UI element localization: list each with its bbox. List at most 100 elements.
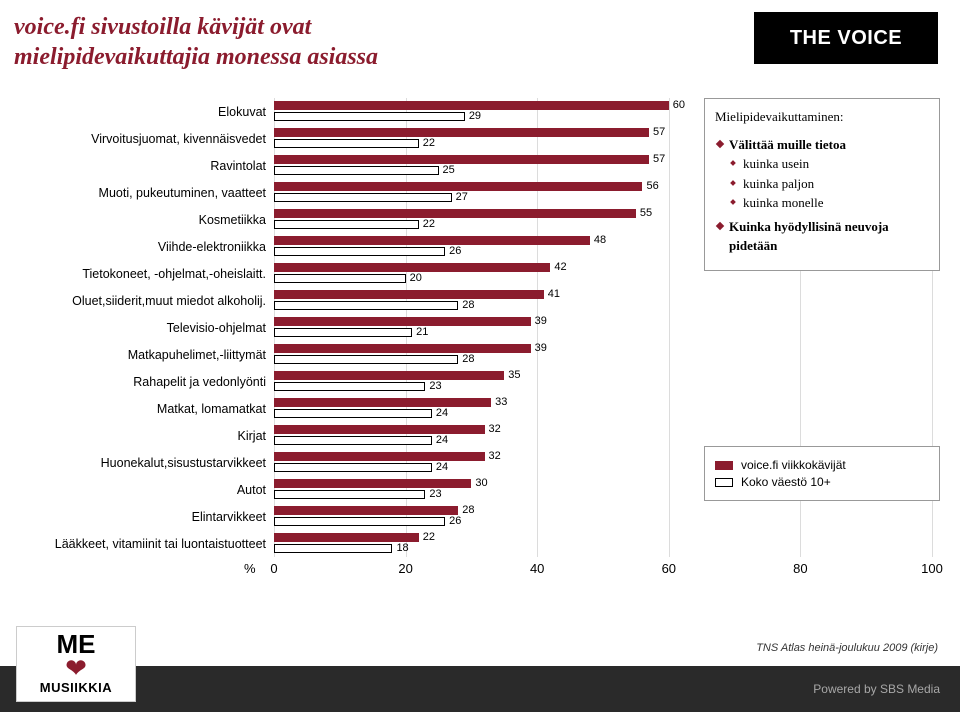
value-label: 26: [449, 515, 461, 527]
value-label: 28: [462, 504, 474, 516]
bar-series1: [274, 425, 485, 434]
value-label: 24: [436, 434, 448, 446]
bar-series2: [274, 382, 425, 391]
value-label: 28: [462, 353, 474, 365]
bar-series1: [274, 263, 550, 272]
x-tick-label: 80: [793, 561, 807, 576]
bar-series1: [274, 506, 458, 515]
bar-series2: [274, 139, 419, 148]
bar-series1: [274, 533, 419, 542]
value-label: 24: [436, 407, 448, 419]
bar-series1: [274, 209, 636, 218]
chart-row: Elintarvikkeet2826: [14, 503, 944, 530]
chart-row: Oluet,siiderit,muut miedot alkoholij.412…: [14, 287, 944, 314]
category-label: Matkat, lomamatkat: [14, 402, 274, 416]
chart-row: Matkat, lomamatkat 33 24: [14, 395, 944, 422]
value-label: 55: [640, 207, 652, 219]
value-label: 30: [475, 477, 487, 489]
sidebox-heading: Mielipidevaikuttaminen:: [715, 107, 929, 127]
sidebox-item: Kuinka hyödyllisinä neuvoja pidetään: [715, 217, 929, 256]
value-label: 48: [594, 234, 606, 246]
category-label: Viihde-elektroniikka: [14, 240, 274, 254]
value-label: 42: [554, 261, 566, 273]
bar-series2: [274, 274, 406, 283]
sidebox-list: Välittää muille tietoakuinka useinkuinka…: [715, 135, 929, 256]
category-label: Muoti, pukeutuminen, vaatteet: [14, 186, 274, 200]
legend-item: voice.fi viikkokävijät: [715, 458, 929, 472]
value-label: 57: [653, 153, 665, 165]
bar-series1: [274, 479, 471, 488]
category-label: Kirjat: [14, 429, 274, 443]
bar-series2: [274, 166, 439, 175]
bar-pair: 3523: [274, 368, 932, 395]
bar-series1: [274, 155, 649, 164]
bar-series1: [274, 236, 590, 245]
bar-pair: 2826: [274, 503, 932, 530]
value-label: 33: [495, 396, 507, 408]
bar-series2: [274, 355, 458, 364]
bar-series2: [274, 517, 445, 526]
bar-series2: [274, 193, 452, 202]
value-label: 22: [423, 137, 435, 149]
chart-area: Elokuvat 60 29 Virvoitusjuomat, kivennäisve…: [14, 98, 944, 638]
voice-logo-text: THE VOICE: [790, 27, 902, 50]
category-label: Tietokoneet, -ohjelmat,-oheislaitt.: [14, 267, 274, 281]
bar-pair: 22 18: [274, 530, 932, 557]
value-label: 35: [508, 369, 520, 381]
category-label: Autot: [14, 483, 274, 497]
page-title: voice.fi sivustoilla kävijät ovat mielip…: [14, 12, 494, 72]
footer-powered: Powered by SBS Media: [813, 682, 940, 696]
bar-pair: 3224: [274, 422, 932, 449]
bar-series1: [274, 182, 642, 191]
x-tick-label: 100: [921, 561, 943, 576]
me-musiikkia-logo: ME ❤ MUSIIKKIA: [16, 626, 136, 702]
bar-series1: [274, 398, 491, 407]
category-label: Rahapelit ja vedonlyönti: [14, 375, 274, 389]
chart-row: Televisio-ohjelmat3921: [14, 314, 944, 341]
value-label: 18: [396, 542, 408, 554]
bar-series2: [274, 409, 432, 418]
legend-label: Koko väestö 10+: [741, 475, 831, 489]
value-label: 39: [535, 315, 547, 327]
sidebox-item: kuinka monelle: [715, 193, 929, 213]
bar-series1: [274, 371, 504, 380]
me-logo-line2: MUSIIKKIA: [17, 680, 135, 695]
category-label: Lääkkeet, vitamiinit tai luontaistuottee…: [14, 537, 274, 551]
sidebox-item: kuinka paljon: [715, 174, 929, 194]
category-label: Huonekalut,sisustustarvikkeet: [14, 456, 274, 470]
chart-row: Rahapelit ja vedonlyönti3523: [14, 368, 944, 395]
chart-row: Matkapuhelimet,-liittymät3928: [14, 341, 944, 368]
category-label: Elintarvikkeet: [14, 510, 274, 524]
legend-swatch: [715, 461, 733, 470]
value-label: 26: [449, 245, 461, 257]
value-label: 27: [456, 191, 468, 203]
category-label: Kosmetiikka: [14, 213, 274, 227]
bar-series1: [274, 344, 531, 353]
category-label: Ravintolat: [14, 159, 274, 173]
bar-series1: [274, 101, 669, 110]
value-label: 29: [469, 110, 481, 122]
value-label: 57: [653, 126, 665, 138]
value-label: 56: [646, 180, 658, 192]
x-tick-label: 0: [270, 561, 277, 576]
bar-series2: [274, 463, 432, 472]
bar-pair: 39 21: [274, 314, 932, 341]
category-label: Elokuvat: [14, 105, 274, 119]
sidebox-item: kuinka usein: [715, 154, 929, 174]
value-label: 60: [673, 99, 685, 111]
value-label: 21: [416, 326, 428, 338]
chart-row: Kirjat3224: [14, 422, 944, 449]
legend-label: voice.fi viikkokävijät: [741, 458, 846, 472]
category-label: Virvoitusjuomat, kivennäisvedet: [14, 132, 274, 146]
bar-series1: [274, 452, 485, 461]
pct-label: %: [244, 561, 256, 576]
voice-logo: THE VOICE: [754, 12, 938, 64]
bar-series1: [274, 317, 531, 326]
bar-series2: [274, 544, 392, 553]
bar-series2: [274, 112, 465, 121]
value-label: 22: [423, 531, 435, 543]
chart-row: Lääkkeet, vitamiinit tai luontaistuottee…: [14, 530, 944, 557]
heart-icon: ❤: [17, 657, 135, 680]
bar-pair: 4128: [274, 287, 932, 314]
value-label: 23: [429, 488, 441, 500]
